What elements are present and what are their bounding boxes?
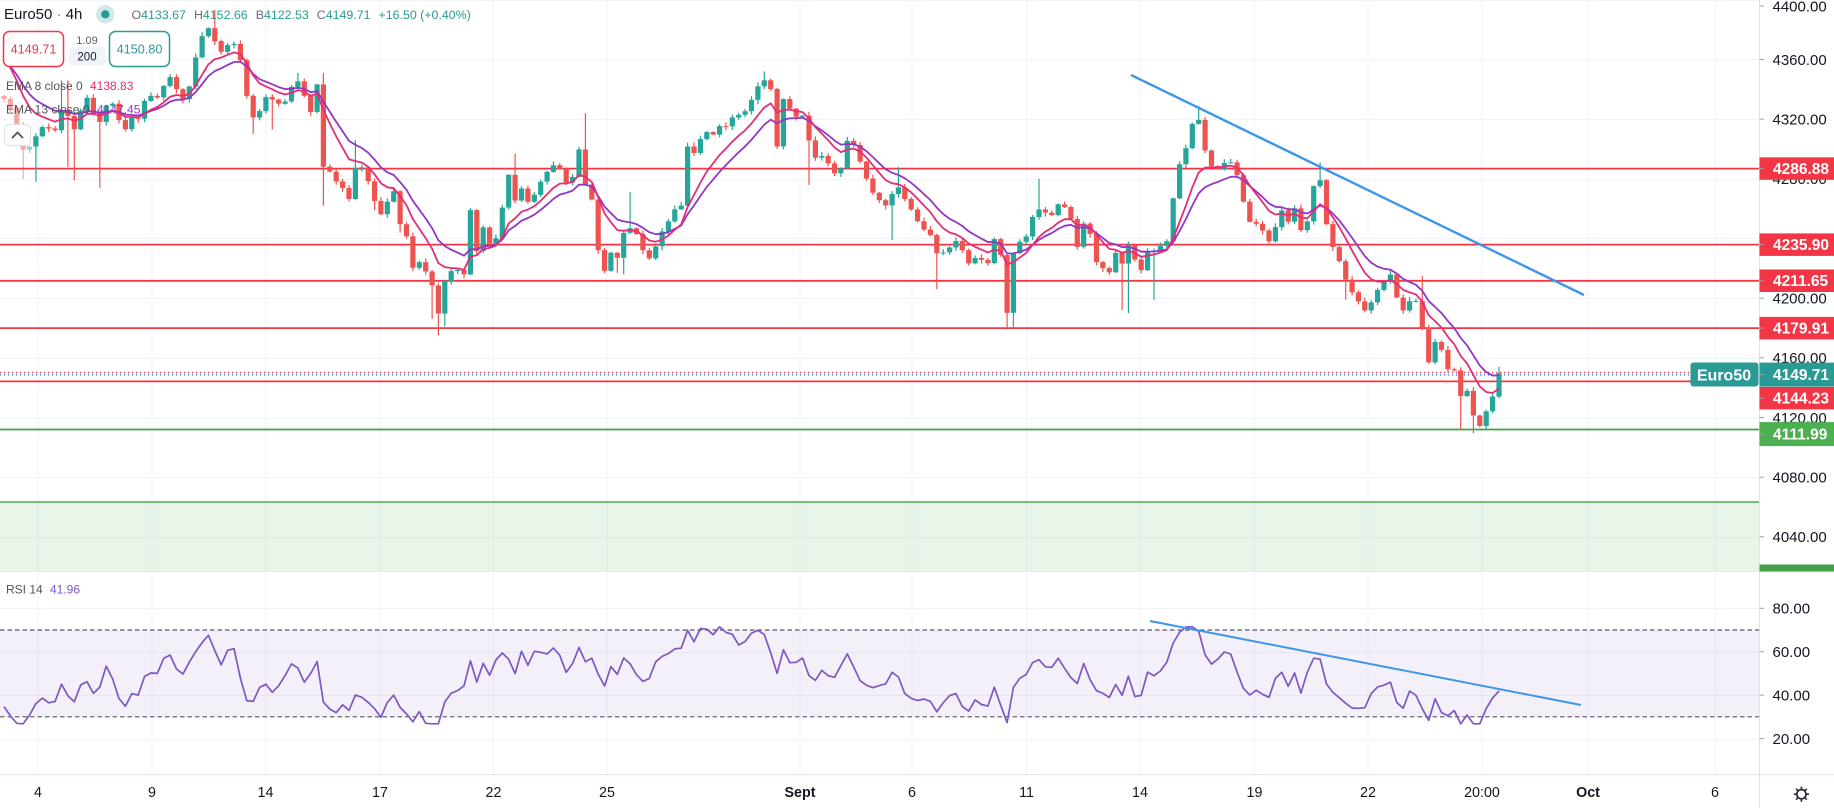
- svg-text:41.96: 41.96: [50, 583, 80, 597]
- svg-text:4147.45: 4147.45: [97, 103, 141, 117]
- svg-text:25: 25: [599, 785, 615, 801]
- svg-text:4179.91: 4179.91: [1773, 321, 1829, 338]
- svg-text:60.00: 60.00: [1773, 644, 1811, 661]
- svg-text:6: 6: [1711, 785, 1719, 801]
- svg-text:Sept: Sept: [785, 785, 816, 801]
- svg-text:6: 6: [908, 785, 916, 801]
- svg-text:14: 14: [258, 785, 274, 801]
- svg-text:4: 4: [34, 785, 42, 801]
- svg-text:4286.88: 4286.88: [1773, 161, 1829, 178]
- svg-text:4111.99: 4111.99: [1773, 427, 1828, 444]
- svg-text:20.00: 20.00: [1773, 731, 1811, 748]
- svg-text:14: 14: [1132, 785, 1148, 801]
- svg-text:RSI 14: RSI 14: [6, 583, 43, 597]
- svg-text:19: 19: [1247, 785, 1263, 801]
- svg-text:4211.65: 4211.65: [1773, 273, 1829, 290]
- svg-text:4150.80: 4150.80: [117, 43, 163, 57]
- svg-text:17: 17: [372, 785, 388, 801]
- svg-text:22: 22: [1360, 785, 1376, 801]
- svg-text:20:00: 20:00: [1464, 785, 1500, 801]
- svg-text:4200.00: 4200.00: [1773, 291, 1827, 308]
- svg-text:80.00: 80.00: [1773, 601, 1811, 618]
- svg-text:40.00: 40.00: [1773, 687, 1811, 704]
- svg-text:4360.00: 4360.00: [1773, 52, 1827, 69]
- svg-text:Euro50: Euro50: [1697, 368, 1751, 385]
- svg-text:4235.90: 4235.90: [1773, 237, 1829, 254]
- svg-text:4320.00: 4320.00: [1773, 111, 1827, 128]
- svg-text:1.09: 1.09: [76, 35, 97, 47]
- svg-text:11: 11: [1019, 785, 1034, 801]
- svg-text:4149.71: 4149.71: [11, 43, 57, 57]
- svg-text:4144.23: 4144.23: [1773, 391, 1829, 408]
- svg-text:4040.00: 4040.00: [1773, 529, 1827, 546]
- svg-text:4138.83: 4138.83: [90, 79, 134, 93]
- svg-text:Euro50 · 4h: Euro50 · 4h: [4, 6, 82, 23]
- svg-text:9: 9: [148, 785, 156, 801]
- svg-text:4149.71: 4149.71: [1773, 367, 1829, 384]
- svg-text:4080.00: 4080.00: [1773, 470, 1827, 487]
- svg-text:Oct: Oct: [1576, 785, 1600, 801]
- svg-text:22: 22: [486, 785, 502, 801]
- svg-text:EMA 8 close 0: EMA 8 close 0: [6, 79, 83, 93]
- svg-text:200: 200: [77, 52, 96, 64]
- svg-text:4400.00: 4400.00: [1773, 0, 1827, 15]
- svg-text:EMA 13 close 0: EMA 13 close 0: [6, 103, 90, 117]
